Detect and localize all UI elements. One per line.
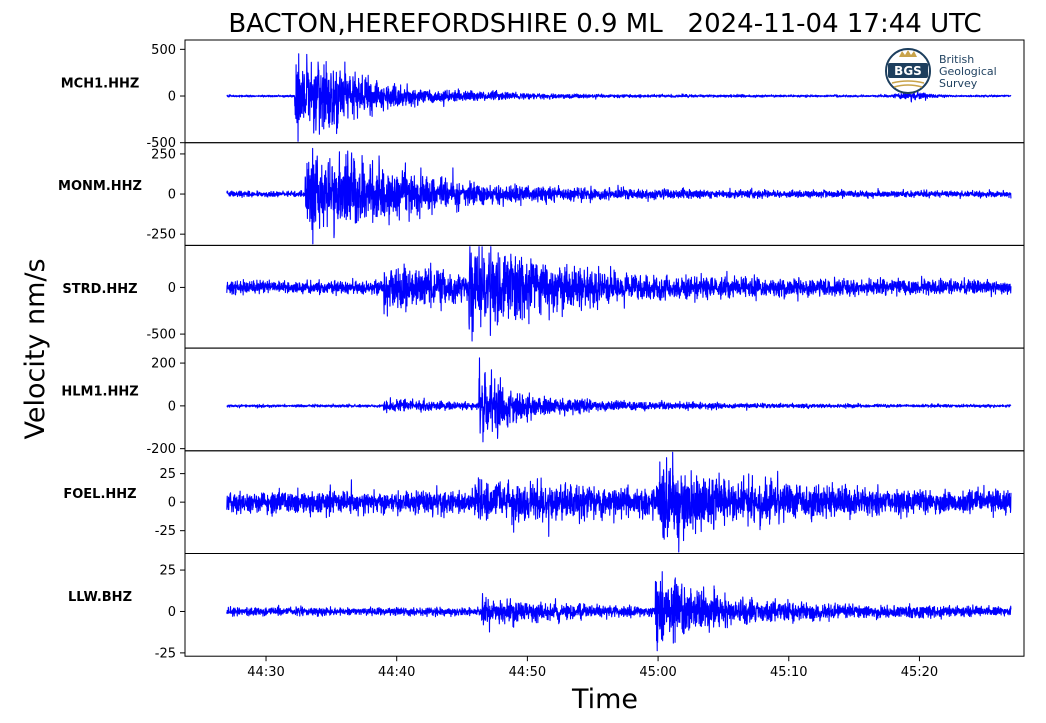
waveform-trace — [226, 357, 1012, 443]
logo-text-line: Survey — [939, 77, 978, 90]
y-tick-label: 0 — [168, 281, 176, 296]
y-tick-label: 0 — [168, 605, 176, 620]
y-tick-label: -25 — [155, 646, 176, 661]
logo-text-line: British — [939, 53, 974, 66]
trace-panel: LLW.BHZ 25 0 -25 — [68, 553, 1025, 661]
y-tick-label: -25 — [155, 524, 176, 539]
crown-icon — [899, 50, 917, 57]
y-axis-label: Velocity nm/s — [20, 258, 51, 439]
x-tick-label: 45:20 — [901, 665, 938, 680]
waveform-trace — [226, 451, 1012, 553]
logo-waves — [891, 80, 925, 88]
station-label: MCH1.HHZ — [61, 76, 140, 91]
logo-mark: BGS — [894, 64, 922, 78]
panel-frame — [184, 553, 1025, 657]
x-tick-label: 45:10 — [770, 665, 807, 680]
waveform-trace — [226, 246, 1012, 342]
station-label: STRD.HHZ — [62, 282, 137, 297]
y-tick-label: 0 — [168, 188, 176, 203]
y-tick-label: -500 — [146, 328, 176, 343]
logo-band — [888, 63, 928, 78]
y-tick-label: 0 — [168, 399, 176, 414]
waveform-trace — [226, 571, 1012, 652]
station-label: LLW.BHZ — [68, 590, 132, 605]
y-tick-label: 25 — [159, 564, 176, 579]
station-label: FOEL.HHZ — [63, 487, 136, 502]
trace-panels: MCH1.HHZ5000-500MONM.HHZ2500-250STRD.HHZ… — [58, 39, 1025, 661]
y-tick-label: 250 — [151, 147, 176, 162]
station-label: HLM1.HHZ — [61, 384, 138, 399]
y-tick-label: 200 — [151, 357, 176, 372]
chart-title: BACTON,HEREFORDSHIRE 0.9 ML 2024-11-04 1… — [228, 9, 981, 39]
y-tick-label: -500 — [146, 136, 176, 151]
station-label: MONM.HHZ — [58, 179, 142, 194]
x-axis-label: Time — [571, 684, 638, 715]
y-tick-label: -250 — [146, 228, 176, 243]
logo-text-line: Geological — [939, 65, 997, 78]
x-tick-label: 45:00 — [639, 665, 676, 680]
y-tick-label: 25 — [159, 467, 176, 482]
waveform-trace — [226, 147, 1012, 245]
x-tick-label: 44:40 — [378, 665, 415, 680]
x-tick-label: 44:50 — [509, 665, 546, 680]
x-axis: 44:30 44:40 44:50 45:00 45:10 45:20 — [247, 656, 938, 680]
y-tick-label: 500 — [151, 43, 176, 58]
y-tick-label: 0 — [168, 496, 176, 511]
y-tick-label: 0 — [168, 90, 176, 105]
waveform-trace — [226, 53, 1012, 142]
y-tick-label: -200 — [146, 442, 176, 457]
x-tick-label: 44:30 — [247, 665, 284, 680]
